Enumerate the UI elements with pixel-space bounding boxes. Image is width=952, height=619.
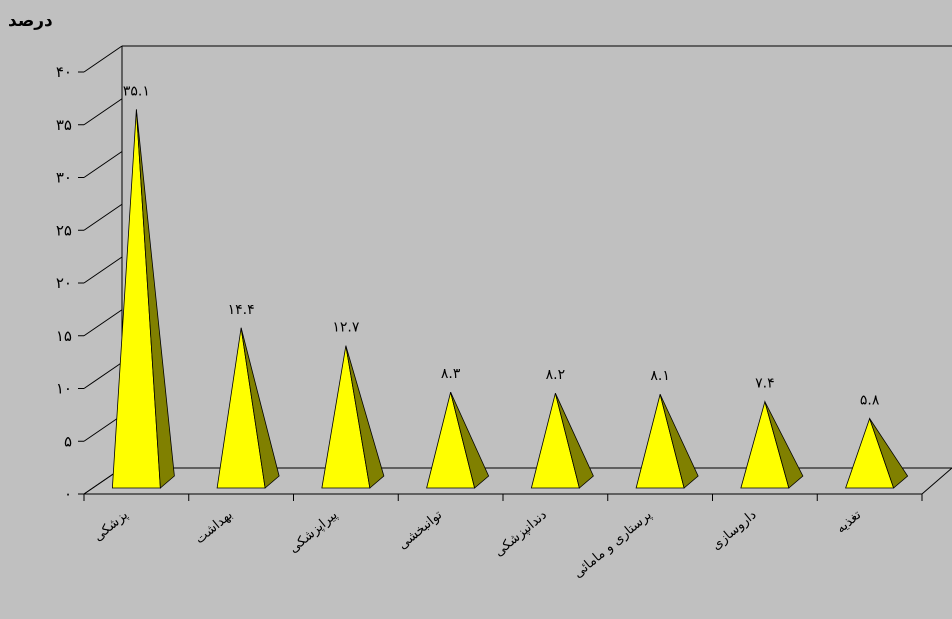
bar-8: ۵.۸ xyxy=(845,393,909,489)
y-tick-depth-line xyxy=(83,362,123,389)
data-label: ۸.۱ xyxy=(650,368,670,384)
x-category-label: دندانپزشکی xyxy=(492,507,550,559)
x-axis: پزشکی بهداشت پیراپزشکی توانبخشی دندانپزشکی پر… xyxy=(83,494,923,581)
y-tick-label: ۲۵ xyxy=(56,221,72,239)
x-category-label: پرستاری و مامائی xyxy=(571,507,655,581)
y-axis-title: درصد xyxy=(8,11,53,31)
bar-2: ۱۴.۴ xyxy=(216,302,280,489)
y-tick-label: ۰ xyxy=(64,485,72,503)
y-tick-depth-line xyxy=(83,203,123,231)
bar-side-face xyxy=(345,345,385,489)
data-label: ۱۴.۴ xyxy=(228,302,255,318)
data-label: ۱۲.۷ xyxy=(332,320,359,336)
bar-side-face xyxy=(554,393,594,489)
bar-3: ۱۲.۷ xyxy=(321,320,385,489)
data-label: ۵.۸ xyxy=(860,393,880,409)
y-tick-label: ۲۰ xyxy=(56,274,72,292)
floor-right-edge xyxy=(921,467,952,495)
y-tick-label: ۱۰ xyxy=(56,380,72,398)
y-tick-depth-line xyxy=(83,45,123,73)
x-category-label: تغذیه xyxy=(834,507,865,536)
y-tick-label: ۴۰ xyxy=(56,63,72,81)
data-label: ۳۵.۱ xyxy=(123,83,150,99)
x-category-label: داروسازی xyxy=(709,507,760,553)
bar-side-face xyxy=(659,394,699,489)
data-label: ۸.۲ xyxy=(546,367,566,383)
x-category-label: توانبخشی xyxy=(395,507,445,552)
data-label: ۸.۳ xyxy=(441,366,461,382)
x-category-label: پیراپزشکی xyxy=(286,507,340,556)
y-axis: ۰ ۵ ۱۰ ۱۵ ۲۰ ۲۵ ۳۰ ۳۵ ۴۰ xyxy=(56,45,123,503)
bar-5: ۸.۲ xyxy=(530,367,594,489)
bars: ۳۵.۱ ۱۴.۴ ۱۲.۷ ۸.۳ ۸.۲ ۸.۱ ۷.۴ ۵.۸ xyxy=(111,83,909,489)
x-category-label: بهداشت xyxy=(193,508,236,548)
y-tick-label: ۳۵ xyxy=(56,116,72,134)
bar-1: ۳۵.۱ xyxy=(111,83,175,489)
y-tick-label: ۵ xyxy=(64,432,72,450)
y-tick-depth-line xyxy=(83,414,123,442)
x-category-label: پزشکی xyxy=(91,507,131,544)
y-tick-depth-line xyxy=(83,309,123,337)
bar-7: ۷.۴ xyxy=(740,376,804,489)
y-tick-depth-line xyxy=(83,98,123,126)
y-tick-label: ۱۵ xyxy=(56,327,72,345)
y-tick-depth-line xyxy=(83,256,123,284)
bar-side-face xyxy=(764,401,804,489)
y-tick-depth-line xyxy=(83,151,123,178)
data-label: ۷.۴ xyxy=(755,376,775,392)
bar-side-face xyxy=(135,109,175,489)
bar-6: ۸.۱ xyxy=(635,368,699,489)
bar-side-face xyxy=(869,418,909,489)
bar-side-face xyxy=(240,327,280,489)
bar-4: ۸.۳ xyxy=(426,366,490,489)
y-tick-label: ۳۰ xyxy=(56,169,72,187)
chart-frame xyxy=(84,45,952,495)
bar-side-face xyxy=(450,391,490,489)
